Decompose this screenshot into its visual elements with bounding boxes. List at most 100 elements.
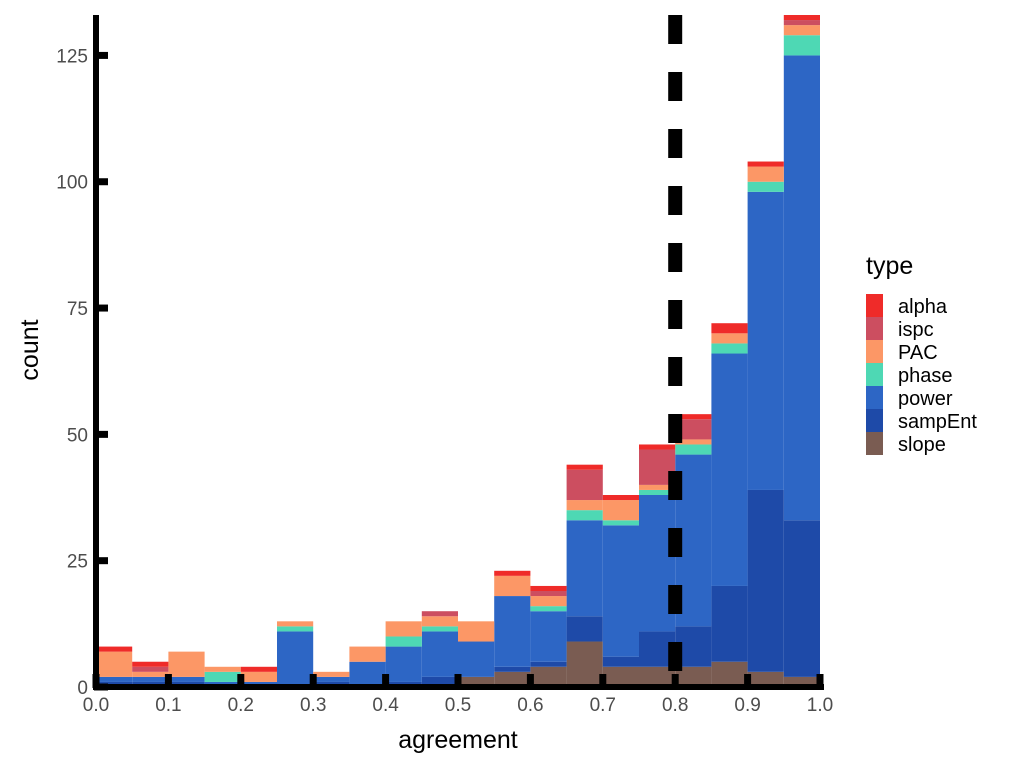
- x-tick-label-9: 0.9: [734, 695, 760, 716]
- bar-pac-16: [675, 439, 712, 445]
- bar-phase-9: [421, 626, 458, 632]
- bar-ispc-1: [132, 666, 169, 672]
- bar-ispc-16: [675, 419, 712, 440]
- bar-slope-15: [639, 666, 676, 687]
- bar-sampent-14: [602, 656, 639, 667]
- legend-title: type: [866, 252, 913, 280]
- bar-power-11: [494, 596, 531, 667]
- bar-slope-11: [494, 671, 531, 687]
- legend-swatch-pac: [866, 340, 883, 363]
- bar-power-13: [566, 520, 603, 617]
- bar-pac-4: [240, 671, 277, 682]
- bar-pac-5: [277, 621, 314, 627]
- bar-pac-17: [711, 333, 748, 344]
- y-axis-title: count: [16, 319, 44, 380]
- bar-pac-7: [349, 646, 386, 662]
- x-tick-label-6: 0.6: [517, 695, 543, 716]
- y-tick-label-5: 125: [56, 46, 88, 67]
- legend-swatch-power: [866, 386, 883, 409]
- bar-alpha-14: [602, 495, 639, 501]
- bar-power-5: [277, 631, 314, 687]
- bar-pac-3: [204, 666, 241, 672]
- x-tick-label-1: 0.1: [155, 695, 181, 716]
- bar-power-10: [458, 641, 495, 677]
- legend-label-slope: slope: [898, 434, 946, 456]
- bar-phase-16: [675, 444, 712, 455]
- bar-pac-2: [168, 651, 205, 677]
- bar-sampent-17: [711, 585, 748, 662]
- bar-phase-18: [747, 181, 784, 192]
- legend-swatch-sampent: [866, 409, 883, 432]
- bar-slope-19: [783, 676, 820, 687]
- x-tick-label-5: 0.5: [445, 695, 471, 716]
- bar-slope-13: [566, 641, 603, 687]
- legend-swatch-slope: [866, 432, 883, 455]
- bar-alpha-15: [639, 444, 676, 450]
- bar-slope-18: [747, 671, 784, 687]
- x-tick-label-7: 0.7: [590, 695, 616, 716]
- bar-alpha-12: [530, 585, 567, 591]
- bar-pac-10: [458, 621, 495, 642]
- bar-alpha-11: [494, 570, 531, 576]
- legend-label-sampent: sampEnt: [898, 411, 977, 433]
- bar-power-1: [132, 676, 169, 682]
- x-tick-label-3: 0.3: [300, 695, 326, 716]
- bar-pac-8: [385, 621, 422, 637]
- bar-power-14: [602, 525, 639, 657]
- bar-alpha-18: [747, 161, 784, 167]
- bar-slope-14: [602, 666, 639, 687]
- bar-sampent-9: [421, 676, 458, 687]
- bar-pac-19: [783, 25, 820, 36]
- bar-sampent-18: [747, 489, 784, 672]
- x-axis-title: agreement: [398, 726, 518, 754]
- bar-slope-10: [458, 676, 495, 687]
- bar-pac-0: [96, 651, 133, 677]
- bar-alpha-17: [711, 323, 748, 334]
- bar-phase-17: [711, 343, 748, 354]
- bar-phase-5: [277, 626, 314, 632]
- bar-pac-15: [639, 484, 676, 490]
- bar-slope-17: [711, 661, 748, 687]
- legend-label-power: power: [898, 388, 953, 410]
- bar-power-2: [168, 676, 205, 682]
- bar-sampent-11: [494, 666, 531, 672]
- legend-swatch-phase: [866, 363, 883, 386]
- bar-pac-12: [530, 596, 567, 607]
- bar-power-8: [385, 646, 422, 682]
- bar-pac-9: [421, 616, 458, 627]
- bar-phase-14: [602, 520, 639, 526]
- bar-phase-12: [530, 606, 567, 612]
- x-tick-label-8: 0.8: [662, 695, 688, 716]
- bar-slope-12: [530, 666, 567, 687]
- bar-pac-1: [132, 671, 169, 677]
- bar-ispc-12: [530, 591, 567, 597]
- bar-alpha-19: [783, 15, 820, 21]
- bar-sampent-19: [783, 520, 820, 677]
- bar-power-7: [349, 661, 386, 687]
- bar-phase-13: [566, 510, 603, 521]
- x-tick-label-0: 0.0: [83, 695, 109, 716]
- bar-alpha-0: [96, 646, 133, 652]
- y-tick-label-2: 50: [67, 425, 88, 446]
- x-tick-label-10: 1.0: [807, 695, 833, 716]
- bar-power-12: [530, 611, 567, 662]
- bar-ispc-9: [421, 611, 458, 617]
- bar-power-9: [421, 631, 458, 677]
- ticks-group: 0.0 0.1 0.2 0.3 0.4 0.5 0.6 0.7 0.8 0.9 1.0 0 25 50 75…: [56, 46, 833, 716]
- bar-ispc-13: [566, 469, 603, 501]
- bar-pac-13: [566, 500, 603, 511]
- bar-phase-15: [639, 489, 676, 495]
- legend-swatch-ispc: [866, 317, 883, 340]
- y-tick-label-0: 0: [77, 678, 88, 699]
- legend-label-phase: phase: [898, 365, 953, 387]
- bar-power-18: [747, 191, 784, 490]
- bar-power-17: [711, 353, 748, 586]
- legend-label-pac: PAC: [898, 342, 938, 364]
- bar-pac-18: [747, 166, 784, 182]
- legend-swatch-alpha: [866, 294, 883, 317]
- bar-pac-14: [602, 500, 639, 521]
- bars-group: [96, 15, 820, 687]
- bar-alpha-4: [240, 666, 277, 672]
- bar-phase-3: [204, 671, 241, 682]
- x-tick-label-2: 0.2: [228, 695, 254, 716]
